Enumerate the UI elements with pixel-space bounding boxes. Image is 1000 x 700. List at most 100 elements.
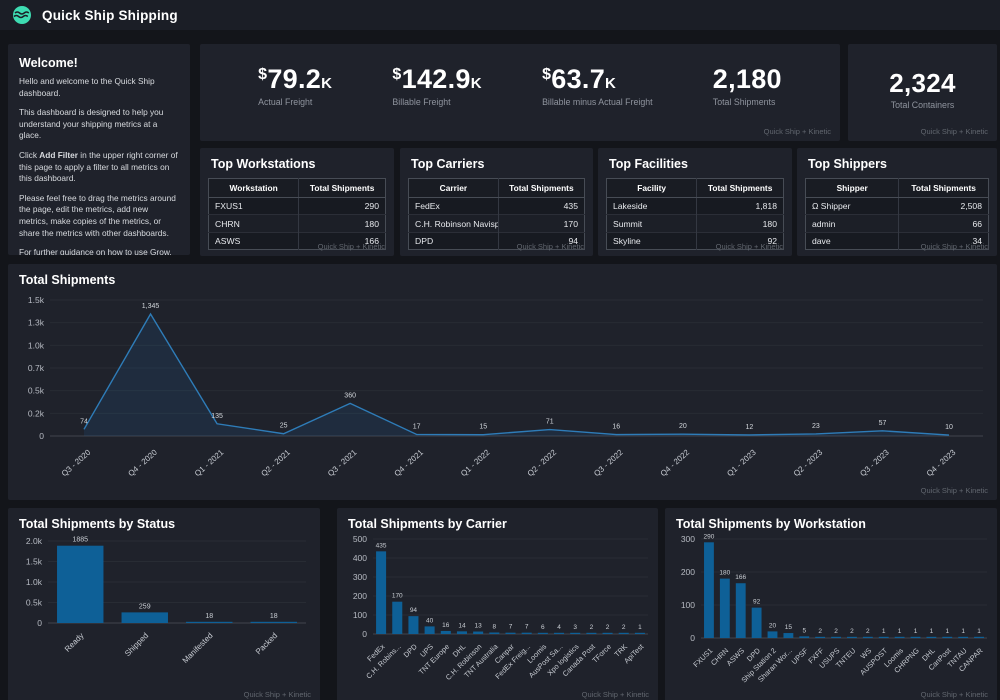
branding-footer: Quick Ship + Kinetic: [920, 242, 988, 251]
svg-text:1: 1: [945, 628, 949, 635]
svg-text:1: 1: [977, 628, 981, 635]
svg-text:1: 1: [898, 628, 902, 635]
welcome-card[interactable]: Welcome! Hello and welcome to the Quick …: [8, 44, 190, 255]
svg-text:18: 18: [270, 613, 278, 620]
kpi-billable-freight: $142.9K Billable Freight: [392, 64, 482, 108]
svg-text:1: 1: [914, 628, 918, 635]
svg-text:94: 94: [410, 607, 418, 614]
svg-text:16: 16: [442, 622, 450, 629]
total-shipments-chart-card[interactable]: Total Shipments 1.5k 1.3k 1.0k 0.7k 0.5k 0.2k…: [8, 264, 997, 500]
shipments-by-workstation-chart-card[interactable]: Total Shipments by Workstation 300 200 100…: [665, 508, 997, 700]
svg-text:2: 2: [590, 624, 594, 631]
carriers-table: Carrier Total Shipments FedEx 435 C.H. Ro…: [408, 178, 585, 251]
branding-footer: Quick Ship + Kinetic: [920, 690, 988, 699]
svg-text:0.5k: 0.5k: [28, 386, 45, 396]
svg-text:2.0k: 2.0k: [26, 536, 43, 546]
svg-text:Q4 - 2020: Q4 - 2020: [126, 447, 159, 478]
app-title: Quick Ship Shipping: [42, 7, 178, 23]
svg-text:Q3 - 2020: Q3 - 2020: [60, 447, 93, 478]
column-header: Total Shipments: [696, 178, 784, 198]
branding-footer: Quick Ship + Kinetic: [243, 690, 311, 699]
svg-text:23: 23: [812, 423, 820, 430]
svg-text:1.0k: 1.0k: [26, 577, 43, 587]
chart-title: Total Shipments by Workstation: [676, 517, 866, 531]
kpi-label: Actual Freight: [258, 97, 313, 107]
svg-text:0.7k: 0.7k: [28, 363, 45, 373]
branding-footer: Quick Ship + Kinetic: [715, 242, 783, 251]
table-row: Summit 180: [606, 214, 784, 233]
svg-text:20: 20: [769, 622, 777, 629]
top-workstations-card[interactable]: Top Workstations Workstation Total Shipm…: [200, 148, 394, 256]
svg-text:Q2 - 2023: Q2 - 2023: [792, 447, 825, 478]
svg-text:290: 290: [704, 533, 715, 540]
shipments-by-carrier-chart-card[interactable]: Total Shipments by Carrier 500 400 300 200 1…: [337, 508, 658, 700]
svg-text:1.5k: 1.5k: [26, 557, 43, 567]
containers-label: Total Containers: [890, 100, 955, 110]
svg-text:1.0k: 1.0k: [28, 340, 45, 350]
top-carriers-card[interactable]: Top Carriers Carrier Total Shipments Fed…: [400, 148, 593, 256]
top-facilities-card[interactable]: Top Facilities Facility Total Shipments …: [598, 148, 792, 256]
branding-footer: Quick Ship + Kinetic: [516, 242, 584, 251]
branding-footer: Quick Ship + Kinetic: [317, 242, 385, 251]
svg-text:1.5k: 1.5k: [28, 295, 45, 305]
shipments-by-status-bar-chart[interactable]: 2.0k 1.5k 1.0k 0.5k 0 1885 Ready 259 Shipped 18 Ma…: [8, 530, 320, 690]
svg-text:135: 135: [211, 413, 223, 420]
chart-title: Total Shipments by Carrier: [348, 517, 507, 531]
svg-text:2: 2: [850, 628, 854, 635]
svg-text:200: 200: [353, 591, 367, 601]
facilities-table: Facility Total Shipments Lakeside 1,818 S…: [606, 178, 784, 251]
svg-text:15: 15: [479, 424, 487, 431]
card-title: Top Workstations: [211, 157, 316, 171]
svg-text:Ready: Ready: [63, 631, 86, 654]
welcome-paragraph-1: Hello and welcome to the Quick Ship dash…: [19, 76, 155, 98]
svg-text:Q3 - 2022: Q3 - 2022: [592, 447, 625, 478]
card-title: Top Carriers: [411, 157, 485, 171]
welcome-paragraph-5: For further guidance on how to use Grow,…: [19, 247, 172, 255]
column-header: Carrier: [408, 178, 499, 198]
svg-text:1,345: 1,345: [142, 303, 160, 310]
shipments-by-status-chart-card[interactable]: Total Shipments by Status 2.0k 1.5k 1.0k 0.…: [8, 508, 320, 700]
svg-text:1: 1: [882, 628, 886, 635]
table-row: ASWS 166: [208, 231, 386, 250]
chart-title: Total Shipments by Status: [19, 517, 176, 531]
svg-text:18: 18: [205, 613, 213, 620]
svg-text:400: 400: [353, 553, 367, 563]
svg-text:0: 0: [362, 629, 367, 639]
table-row: Skyline 92: [606, 231, 784, 250]
column-header: Total Shipments: [898, 178, 989, 198]
svg-text:100: 100: [353, 610, 367, 620]
svg-text:20: 20: [679, 423, 687, 430]
branding-footer: Quick Ship + Kinetic: [920, 127, 988, 136]
svg-text:Q1 - 2023: Q1 - 2023: [725, 447, 758, 478]
kpi-label: Billable Freight: [392, 97, 451, 107]
branding-footer: Quick Ship + Kinetic: [763, 127, 831, 136]
svg-text:ASWS: ASWS: [725, 646, 747, 668]
svg-text:100: 100: [681, 600, 695, 610]
svg-text:Q1 - 2021: Q1 - 2021: [193, 447, 226, 478]
total-shipments-area-chart[interactable]: 1.5k 1.3k 1.0k 0.7k 0.5k 0.2k 0 74 1,345 135 25 360…: [8, 288, 997, 494]
svg-text:0.5k: 0.5k: [26, 598, 43, 608]
table-row: dave 34: [805, 231, 989, 250]
top-shippers-card[interactable]: Top Shippers Shipper Total Shipments Ω S…: [797, 148, 997, 256]
svg-text:4: 4: [557, 624, 561, 631]
svg-text:Manifested: Manifested: [181, 631, 215, 665]
svg-text:TNT Europe: TNT Europe: [417, 642, 451, 676]
table-row: Ω Shipper 2,508: [805, 196, 989, 215]
add-filter-emphasis: Add Filter: [39, 150, 78, 161]
containers-value: 2,324: [889, 68, 956, 98]
svg-text:17: 17: [413, 423, 421, 430]
welcome-paragraph-3: Click Add Filter in the upper right corn…: [19, 150, 178, 184]
svg-text:10: 10: [945, 424, 953, 431]
svg-text:5: 5: [802, 627, 806, 634]
svg-text:2: 2: [834, 628, 838, 635]
total-containers-card[interactable]: 2,324 Total Containers Quick Ship + Kine…: [848, 44, 997, 141]
shipments-by-workstation-bar-chart[interactable]: 3002001000290FXUS1180CHRN166ASWS92DPD20S…: [665, 530, 997, 690]
svg-text:Q1 - 2022: Q1 - 2022: [459, 447, 492, 478]
freight-kpi-card[interactable]: $79.2K Actual Freight $142.9K Billable F…: [200, 44, 840, 141]
column-header: Total Shipments: [298, 178, 386, 198]
svg-text:180: 180: [719, 570, 730, 577]
svg-text:7: 7: [509, 624, 513, 631]
svg-text:Q2 - 2021: Q2 - 2021: [259, 447, 292, 478]
svg-text:Q4 - 2022: Q4 - 2022: [659, 447, 692, 478]
